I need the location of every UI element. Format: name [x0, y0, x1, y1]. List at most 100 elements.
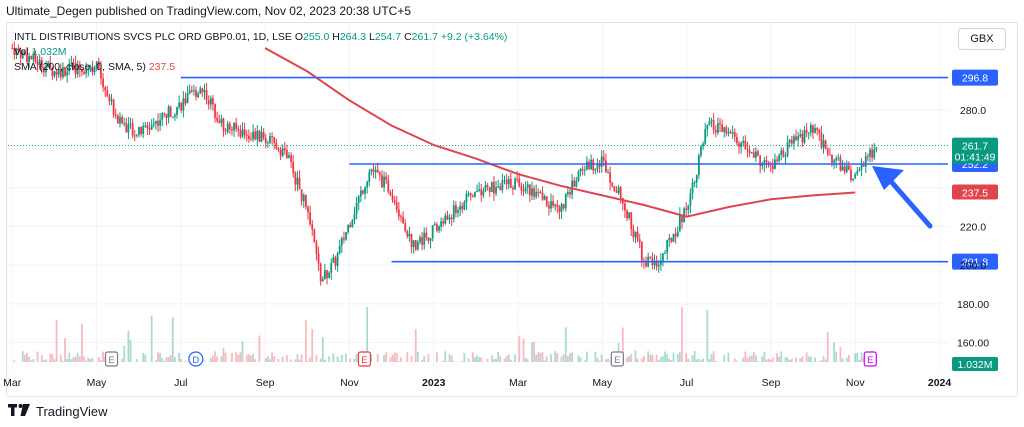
- volume-bar: [393, 352, 396, 362]
- candle-body: [233, 122, 235, 131]
- candle-body: [856, 171, 859, 175]
- candle-body: [444, 215, 447, 224]
- candle-body: [247, 136, 250, 139]
- volume-bar: [636, 358, 639, 362]
- candle-body: [176, 107, 178, 115]
- candle-body: [159, 120, 162, 126]
- candle-body: [746, 149, 749, 151]
- candle-body: [503, 179, 506, 181]
- candle-body: [317, 253, 320, 264]
- level-price-label: 201.8: [962, 257, 988, 269]
- candle-body: [526, 184, 529, 188]
- candle-body: [254, 131, 257, 140]
- candle-body: [138, 127, 140, 135]
- volume-bar: [307, 361, 309, 362]
- candle-body: [129, 123, 132, 125]
- volume-bar: [13, 360, 16, 362]
- volume-bar: [70, 359, 73, 362]
- candle-body: [425, 232, 428, 238]
- volume-bar: [752, 351, 755, 362]
- candle-body: [784, 155, 787, 157]
- candle-body: [750, 152, 753, 154]
- x-tick-label: 2024: [928, 377, 952, 389]
- volume-bar: [444, 351, 447, 362]
- volume-value: 1.032M: [31, 46, 67, 58]
- volume-bar: [497, 352, 500, 362]
- volume-bar: [370, 354, 373, 362]
- candle-body: [23, 51, 26, 55]
- volume-bar: [252, 353, 254, 362]
- currency-button[interactable]: GBX: [958, 28, 1006, 50]
- candle-body: [685, 208, 688, 211]
- chart-frame[interactable]: [6, 22, 1018, 397]
- candle-body: [180, 102, 183, 111]
- candle-body: [40, 59, 43, 69]
- candle-body: [845, 165, 848, 172]
- candle-body: [769, 165, 772, 167]
- volume-bar: [854, 353, 857, 362]
- volume-bar: [469, 361, 472, 362]
- candle-body: [423, 232, 426, 245]
- volume-bar: [129, 339, 132, 362]
- candle-body: [674, 233, 677, 237]
- volume-bar: [91, 358, 94, 362]
- volume-legend[interactable]: Vol 1.032M: [14, 46, 67, 58]
- footer-brand[interactable]: TradingView: [8, 404, 108, 419]
- candle-body: [397, 209, 400, 217]
- candle-body: [262, 131, 265, 139]
- ohlc-change: +9.2 (+3.64%): [440, 31, 508, 43]
- candle-body: [824, 140, 827, 149]
- volume-bar: [125, 366, 127, 370]
- candle-body: [55, 71, 58, 75]
- volume-bar: [639, 363, 641, 370]
- candle-body: [778, 154, 781, 161]
- candle-body: [235, 122, 238, 129]
- volume-bar: [159, 353, 162, 362]
- volume-bar: [440, 363, 442, 370]
- candle-body: [243, 129, 246, 135]
- volume-bar: [845, 357, 848, 362]
- volume-bar: [28, 356, 31, 362]
- volume-bar: [676, 353, 679, 362]
- volume-bar: [402, 366, 404, 370]
- candle-body: [706, 125, 709, 130]
- candle-body: [818, 129, 821, 134]
- volume-bar: [559, 364, 561, 370]
- candle-body: [797, 136, 800, 140]
- candle-body: [353, 213, 356, 221]
- volume-bar: [45, 359, 47, 362]
- volume-bar: [330, 365, 332, 370]
- volume-bar: [277, 358, 280, 362]
- candle-body: [296, 177, 299, 185]
- symbol-legend[interactable]: INTL DISTRIBUTIONS SVCS PLC ORD GBP0.01,…: [14, 31, 507, 43]
- candle-body: [387, 179, 390, 193]
- sma-legend[interactable]: SMA (200, close, 0, SMA, 5) 237.5: [14, 61, 175, 73]
- volume-bar: [790, 359, 793, 362]
- volume-bar: [605, 359, 607, 362]
- candle-body: [463, 202, 466, 210]
- candle-body: [385, 176, 388, 180]
- candle-body: [275, 142, 278, 149]
- candle-body: [62, 67, 64, 78]
- candle-body: [309, 212, 312, 225]
- candle-body: [556, 204, 559, 207]
- volume-bar: [733, 358, 736, 362]
- candle-body: [440, 221, 443, 227]
- candle-body: [539, 192, 542, 194]
- volume-bar: [147, 365, 149, 370]
- candle-body: [76, 64, 79, 75]
- volume-bar: [32, 359, 35, 362]
- candle-body: [852, 178, 855, 181]
- volume-bar: [169, 355, 172, 362]
- candle-body: [108, 96, 111, 101]
- volume-bar: [351, 364, 353, 370]
- candle-body: [241, 129, 244, 137]
- candle-body: [535, 191, 538, 197]
- volume-bar: [748, 355, 751, 362]
- candle-body: [393, 200, 396, 203]
- volume-bar: [562, 354, 565, 362]
- candle-body: [412, 240, 415, 247]
- volume-bar: [524, 357, 527, 362]
- candle-body: [613, 186, 616, 191]
